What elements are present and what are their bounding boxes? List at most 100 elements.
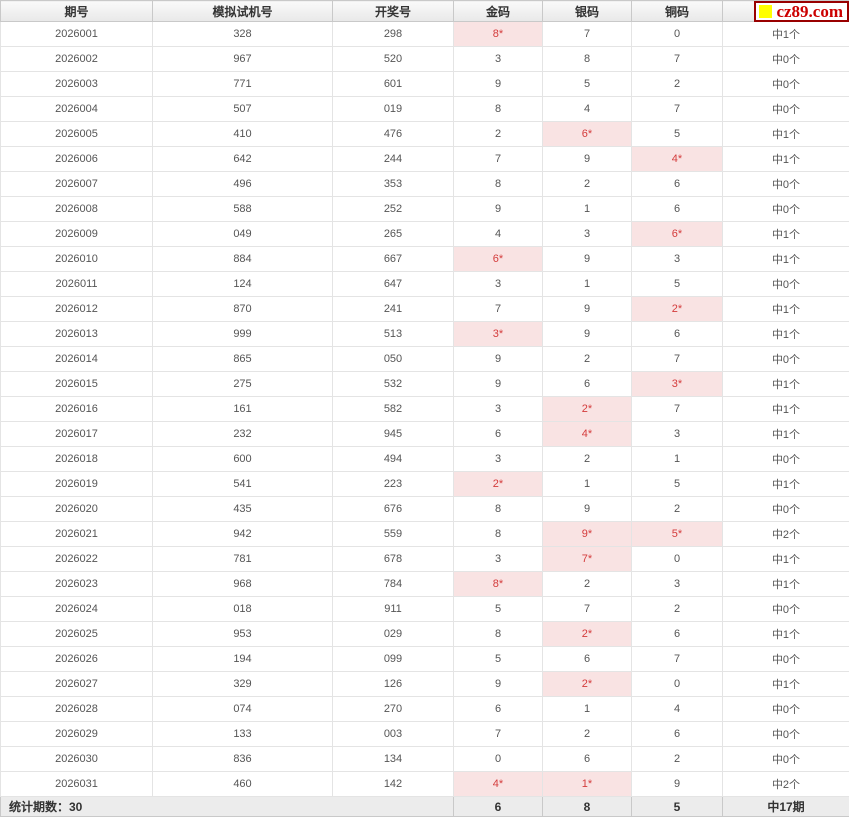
col-header-draw: 开奖号 (333, 1, 454, 22)
result-cell: 中1个 (723, 22, 849, 47)
silver-cell: 1 (543, 697, 632, 722)
silver-cell: 9 (543, 247, 632, 272)
col-header-bronze: 铜码 (632, 1, 723, 22)
sim-cell: 049 (153, 222, 333, 247)
sim-cell: 600 (153, 447, 333, 472)
draw-cell: 050 (333, 347, 454, 372)
result-cell: 中0个 (723, 647, 849, 672)
issue-cell: 2026007 (1, 172, 153, 197)
bronze-cell: 2 (632, 72, 723, 97)
stats-count-label: 统计期数：30 (1, 797, 454, 817)
result-cell: 中2个 (723, 522, 849, 547)
draw-cell: 494 (333, 447, 454, 472)
result-cell: 中0个 (723, 597, 849, 622)
silver-cell: 6* (543, 122, 632, 147)
bronze-cell: 6 (632, 722, 723, 747)
sim-cell: 018 (153, 597, 333, 622)
silver-cell: 3 (543, 222, 632, 247)
draw-cell: 582 (333, 397, 454, 422)
silver-cell: 4* (543, 422, 632, 447)
draw-cell: 019 (333, 97, 454, 122)
silver-cell: 2* (543, 397, 632, 422)
issue-cell: 2026011 (1, 272, 153, 297)
issue-cell: 2026015 (1, 372, 153, 397)
issue-cell: 2026021 (1, 522, 153, 547)
silver-cell: 9 (543, 322, 632, 347)
gold-cell: 7 (454, 147, 543, 172)
sim-cell: 460 (153, 772, 333, 797)
sim-cell: 781 (153, 547, 333, 572)
gold-cell: 5 (454, 597, 543, 622)
issue-cell: 2026018 (1, 447, 153, 472)
gold-cell: 8* (454, 572, 543, 597)
issue-cell: 2026030 (1, 747, 153, 772)
gold-cell: 8* (454, 22, 543, 47)
draw-cell: 126 (333, 672, 454, 697)
silver-cell: 8 (543, 47, 632, 72)
silver-cell: 2 (543, 172, 632, 197)
bronze-cell: 7 (632, 347, 723, 372)
gold-cell: 3 (454, 547, 543, 572)
bronze-total: 5 (632, 797, 723, 817)
bronze-cell: 3 (632, 247, 723, 272)
sim-cell: 588 (153, 197, 333, 222)
sim-cell: 232 (153, 422, 333, 447)
draw-cell: 601 (333, 72, 454, 97)
result-cell: 中1个 (723, 422, 849, 447)
result-cell: 中1个 (723, 547, 849, 572)
sim-cell: 953 (153, 622, 333, 647)
silver-cell: 6 (543, 372, 632, 397)
draw-cell: 647 (333, 272, 454, 297)
issue-cell: 2026006 (1, 147, 153, 172)
bronze-cell: 5 (632, 122, 723, 147)
gold-cell: 7 (454, 297, 543, 322)
sim-cell: 884 (153, 247, 333, 272)
result-cell: 中1个 (723, 622, 849, 647)
sim-cell: 865 (153, 347, 333, 372)
gold-cell: 8 (454, 97, 543, 122)
bronze-cell: 5 (632, 272, 723, 297)
bronze-cell: 7 (632, 97, 723, 122)
bronze-cell: 4* (632, 147, 723, 172)
gold-cell: 9 (454, 347, 543, 372)
silver-cell: 4 (543, 97, 632, 122)
bronze-cell: 3 (632, 572, 723, 597)
sim-cell: 496 (153, 172, 333, 197)
draw-cell: 270 (333, 697, 454, 722)
draw-cell: 298 (333, 22, 454, 47)
bronze-cell: 7 (632, 647, 723, 672)
gold-cell: 3 (454, 447, 543, 472)
bronze-cell: 4 (632, 697, 723, 722)
sim-cell: 161 (153, 397, 333, 422)
result-cell: 中0个 (723, 47, 849, 72)
silver-cell: 9* (543, 522, 632, 547)
sim-cell: 870 (153, 297, 333, 322)
result-cell: 中0个 (723, 722, 849, 747)
gold-total: 6 (454, 797, 543, 817)
gold-cell: 8 (454, 622, 543, 647)
site-logo[interactable]: cz89.com (754, 1, 849, 22)
issue-cell: 2026012 (1, 297, 153, 322)
gold-cell: 3 (454, 397, 543, 422)
sim-cell: 642 (153, 147, 333, 172)
issue-cell: 2026008 (1, 197, 153, 222)
sim-cell: 329 (153, 672, 333, 697)
issue-cell: 2026002 (1, 47, 153, 72)
result-cell: 中1个 (723, 672, 849, 697)
silver-cell: 2 (543, 722, 632, 747)
draw-cell: 520 (333, 47, 454, 72)
draw-cell: 676 (333, 497, 454, 522)
sim-cell: 967 (153, 47, 333, 72)
silver-cell: 6 (543, 647, 632, 672)
